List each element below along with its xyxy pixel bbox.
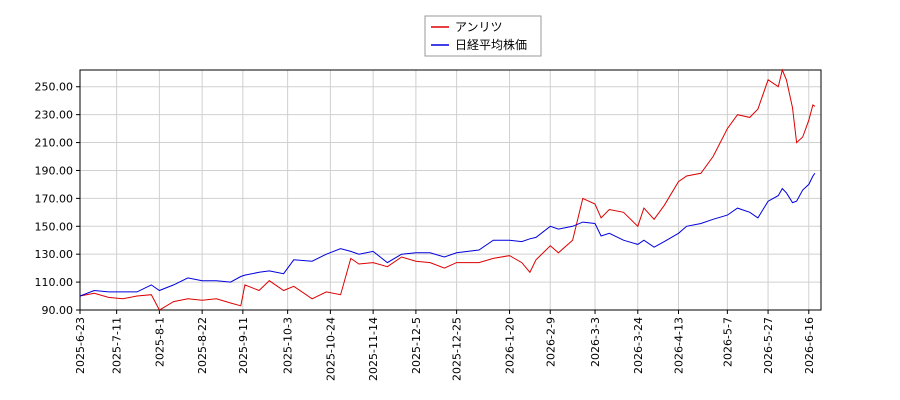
x-tick-label: 2026-2-9: [544, 317, 557, 367]
y-tick-label: 170.00: [35, 192, 74, 205]
legend-box: [424, 15, 542, 57]
x-tick-label: 2025-8-1: [153, 317, 166, 367]
x-tick-label: 2026-5-7: [721, 317, 734, 367]
x-tick-label: 2025-6-23: [74, 317, 87, 374]
x-tick-label: 2026-6-16: [803, 317, 816, 374]
x-tick-label: 2025-11-14: [367, 317, 380, 381]
x-tick-label: 2026-3-24: [632, 317, 645, 374]
y-tick-label: 210.00: [35, 137, 74, 150]
x-tick-label: 2026-5-27: [762, 317, 775, 374]
y-tick-label: 250.00: [35, 81, 74, 94]
x-tick-label: 2026-3-3: [589, 317, 602, 367]
y-tick-label: 90.00: [42, 304, 74, 317]
legend-label: アンリツ: [455, 20, 503, 34]
x-tick-label: 2025-10-24: [324, 317, 337, 381]
x-tick-label: 2026-4-13: [673, 317, 686, 374]
y-tick-label: 150.00: [35, 220, 74, 233]
x-tick-label: 2025-7-11: [111, 317, 124, 374]
plot-area: [80, 70, 821, 310]
y-tick-label: 130.00: [35, 248, 74, 261]
x-tick-label: 2026-1-20: [504, 317, 517, 374]
legend-label: 日経平均株価: [455, 37, 527, 52]
x-tick-label: 2025-10-3: [282, 317, 295, 374]
y-tick-label: 230.00: [35, 109, 74, 122]
y-tick-label: 190.00: [35, 164, 74, 177]
x-tick-label: 2025-12-25: [451, 317, 464, 381]
axes-frame: [79, 69, 822, 311]
y-tick-label: 110.00: [35, 276, 74, 289]
series-line: [79, 68, 816, 311]
x-tick-label: 2025-9-11: [237, 317, 250, 374]
x-tick-label: 2025-12-5: [410, 317, 423, 374]
series-line: [79, 173, 816, 297]
x-tick-label: 2025-8-22: [196, 317, 209, 374]
